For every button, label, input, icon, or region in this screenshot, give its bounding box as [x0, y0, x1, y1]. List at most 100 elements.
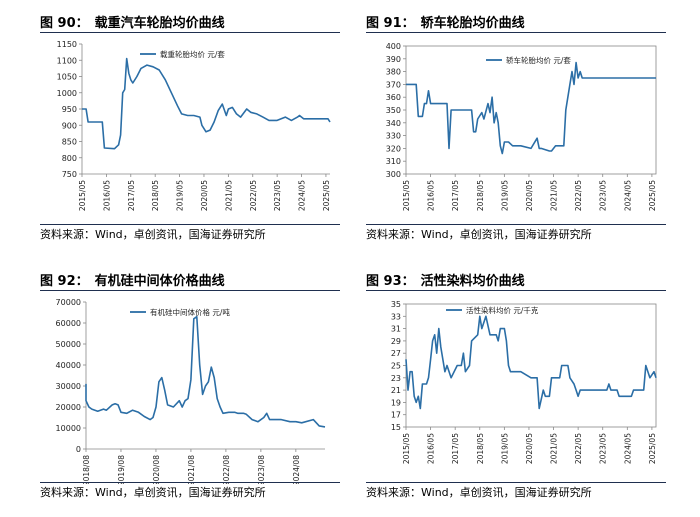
y-tick-label: 17	[391, 411, 401, 420]
y-tick-label: 19	[391, 398, 401, 407]
legend-label: 活性染料均价 元/千克	[466, 305, 539, 315]
y-tick-label: 1150	[57, 40, 77, 49]
y-tick-label: 25	[391, 362, 401, 371]
y-tick-label: 27	[391, 349, 401, 358]
x-tick-label: 2020/05	[525, 180, 534, 211]
x-tick-label: 2020/08	[152, 455, 161, 484]
panel-90-top-rule	[40, 32, 340, 33]
panel-90: 图 90： 载重汽车轮胎均价曲线 750 800 850 900 950 1000 1050 1…	[40, 12, 340, 248]
y-tick-label: 40000	[56, 361, 81, 370]
y-tick-label: 20000	[56, 403, 81, 412]
x-tick-label: 2022/05	[574, 433, 583, 464]
x-tick-label: 2025/05	[322, 180, 331, 211]
x-tick-label: 2016/05	[102, 180, 111, 211]
y-tick-label: 31	[391, 325, 401, 334]
panel-90-heading: 载重汽车轮胎均价曲线	[94, 16, 225, 31]
x-tick-label: 2017/05	[127, 180, 136, 211]
x-tick-label: 2015/05	[402, 433, 411, 464]
panel-91: 图 91： 轿车轮胎均价曲线 300 310 320 330 340 350 360 370 38…	[366, 12, 666, 248]
y-tick-label: 10000	[56, 424, 81, 433]
x-tick-label: 2019/05	[176, 180, 185, 211]
x-tick-label: 2021/05	[224, 180, 233, 211]
panel-92-bottom-rule	[40, 482, 340, 483]
y-tick-label: 29	[391, 337, 401, 346]
panel-93-source: 资料来源：Wind，卓创资讯，国海证券研究所	[366, 486, 592, 499]
y-tick-label: 15	[391, 423, 401, 432]
panel-93-title: 图 93： 活性染料均价曲线	[366, 270, 525, 289]
panel-93-label: 图 93：	[366, 274, 415, 289]
y-tick-label: 380	[386, 68, 401, 77]
y-tick-label: 23	[391, 374, 401, 383]
y-tick-label: 370	[386, 80, 401, 89]
x-tick-label: 2023/05	[599, 433, 608, 464]
x-tick-label: 2021/05	[550, 433, 559, 464]
x-tick-label: 2023/05	[273, 180, 282, 211]
x-tick-label: 2019/05	[500, 433, 509, 464]
panel-91-heading: 轿车轮胎均价曲线	[420, 16, 525, 31]
series-line	[85, 315, 326, 428]
panel-92-source: 资料来源：Wind，卓创资讯，国海证券研究所	[40, 486, 266, 499]
y-tick-label: 390	[386, 55, 401, 64]
y-tick-label: 350	[386, 106, 401, 115]
x-tick-label: 2021/08	[187, 455, 196, 484]
panel-91-bottom-rule	[366, 224, 666, 225]
x-tick-label: 2015/05	[402, 180, 411, 211]
x-tick-label: 2017/05	[451, 180, 460, 211]
y-tick-label: 21	[391, 386, 401, 395]
x-tick-label: 2020/05	[525, 433, 534, 464]
y-tick-label: 60000	[56, 319, 81, 328]
series-line	[406, 61, 656, 155]
plot-frame	[405, 45, 657, 175]
legend-label: 轿车轮胎均价 元/套	[506, 55, 571, 65]
x-tick-label: 2018/05	[476, 433, 485, 464]
y-tick-label: 0	[76, 445, 81, 454]
panel-92-top-rule	[40, 290, 340, 291]
y-tick-label: 360	[386, 93, 401, 102]
y-tick-label: 330	[386, 132, 401, 141]
panel-92-heading: 有机硅中间体价格曲线	[94, 274, 225, 289]
legend-label: 载重轮胎均价 元/套	[160, 49, 225, 59]
y-tick-label: 400	[386, 42, 401, 51]
x-tick-label: 2017/05	[451, 433, 460, 464]
x-tick-label: 2023/08	[257, 455, 266, 484]
x-tick-label: 2018/05	[151, 180, 160, 211]
x-tick-label: 2019/05	[500, 180, 509, 211]
legend-label: 有机硅中间体价格 元/吨	[150, 307, 230, 317]
y-tick-label: 750	[62, 170, 77, 179]
panel-92-label: 图 92：	[40, 274, 89, 289]
panel-91-title: 图 91： 轿车轮胎均价曲线	[366, 12, 525, 31]
x-tick-label: 2020/05	[200, 180, 209, 211]
panel-93: 图 93： 活性染料均价曲线 15 17 19 21 23 25 27 29 31 33 35 2015…	[366, 270, 666, 506]
y-tick-label: 35	[391, 300, 401, 309]
panel-92-title: 图 92： 有机硅中间体价格曲线	[40, 270, 225, 289]
x-tick-label: 2016/05	[427, 433, 436, 464]
x-tick-label: 2016/05	[427, 180, 436, 211]
y-tick-label: 30000	[56, 382, 81, 391]
x-tick-label: 2018/05	[476, 180, 485, 211]
panel-91-source: 资料来源：Wind，卓创资讯，国海证券研究所	[366, 228, 592, 241]
panel-92: 图 92： 有机硅中间体价格曲线 0 10000 20000 30000 40000 500…	[40, 270, 340, 506]
panel-90-chart: 750 800 850 900 950 1000 1050 1100 1150 2015/05 20…	[57, 40, 331, 211]
panel-91-chart: 300 310 320 330 340 350 360 370 380 390 400 2015/05…	[386, 42, 657, 211]
panel-90-label: 图 90：	[40, 16, 89, 31]
y-tick-label: 50000	[56, 340, 81, 349]
x-tick-label: 2025/05	[648, 433, 657, 464]
x-tick-label: 2024/05	[623, 433, 632, 464]
y-tick-label: 340	[386, 119, 401, 128]
x-tick-label: 2024/05	[298, 180, 307, 211]
panel-90-title: 图 90： 载重汽车轮胎均价曲线	[40, 12, 225, 31]
panel-93-top-rule	[366, 290, 666, 291]
x-tick-label: 2018/08	[82, 455, 91, 484]
panel-91-top-rule	[366, 32, 666, 33]
y-tick-label: 1100	[57, 56, 77, 65]
x-tick-label: 2022/05	[574, 180, 583, 211]
y-tick-label: 950	[62, 105, 77, 114]
y-tick-label: 320	[386, 144, 401, 153]
x-tick-label: 2024/08	[292, 455, 301, 484]
y-tick-label: 1000	[57, 89, 77, 98]
x-tick-label: 2015/05	[78, 180, 87, 211]
x-tick-label: 2025/05	[648, 180, 657, 211]
series-line	[405, 315, 657, 410]
y-tick-label: 850	[62, 138, 77, 147]
y-tick-label: 800	[62, 154, 77, 163]
